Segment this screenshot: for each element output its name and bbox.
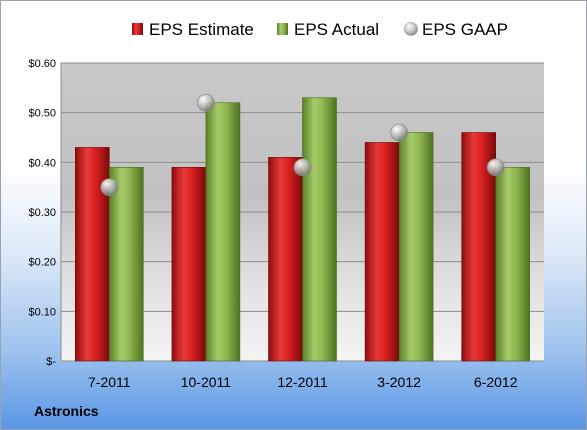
gaap-markers bbox=[100, 93, 505, 197]
bar-eps-actual bbox=[205, 102, 241, 362]
bar-eps-estimate bbox=[171, 167, 207, 362]
bar-eps-actual bbox=[302, 97, 337, 362]
x-tick-label: 7-2011 bbox=[88, 374, 131, 390]
bar-eps-estimate bbox=[364, 142, 400, 362]
x-tick-label: 12-2011 bbox=[277, 374, 328, 390]
legend: EPS Estimate EPS Actual EPS GAAP bbox=[132, 20, 508, 39]
legend-label: EPS GAAP bbox=[422, 20, 508, 39]
y-tick-label: $0.10 bbox=[28, 306, 56, 318]
marker-eps-gaap bbox=[390, 123, 408, 142]
legend-label: EPS Estimate bbox=[149, 20, 254, 39]
x-tick-label: 3-2012 bbox=[377, 374, 421, 390]
marker-eps-gaap bbox=[486, 158, 505, 177]
x-tick-label: 6-2012 bbox=[474, 374, 518, 390]
x-axis-ticks: 7-2011 10-2011 12-2011 3-2012 6-2012 bbox=[88, 374, 518, 390]
y-tick-label: $0.20 bbox=[28, 257, 56, 269]
legend-swatch-gaap bbox=[404, 22, 418, 36]
bar-eps-estimate bbox=[268, 157, 303, 362]
bar-eps-actual bbox=[495, 167, 531, 362]
y-tick-label: $- bbox=[46, 356, 56, 368]
y-axis-ticks: $- $0.10 $0.20 $0.30 $0.40 $0.50 $0.60 bbox=[28, 58, 56, 368]
legend-swatch-estimate bbox=[132, 23, 143, 35]
marker-eps-gaap bbox=[197, 93, 215, 112]
bar-eps-estimate bbox=[75, 147, 110, 362]
company-name: Astronics bbox=[34, 403, 99, 419]
bar-eps-actual bbox=[109, 167, 144, 362]
legend-label: EPS Actual bbox=[294, 20, 379, 39]
marker-eps-gaap bbox=[293, 158, 312, 177]
legend-swatch-actual bbox=[277, 23, 288, 35]
bars bbox=[75, 97, 531, 362]
y-tick-label: $0.30 bbox=[28, 207, 56, 219]
marker-eps-gaap bbox=[100, 178, 119, 197]
y-tick-label: $0.60 bbox=[28, 58, 56, 70]
y-tick-label: $0.40 bbox=[28, 157, 56, 169]
bar-eps-actual bbox=[398, 132, 434, 362]
x-tick-label: 10-2011 bbox=[181, 374, 232, 390]
y-tick-label: $0.50 bbox=[28, 108, 56, 120]
